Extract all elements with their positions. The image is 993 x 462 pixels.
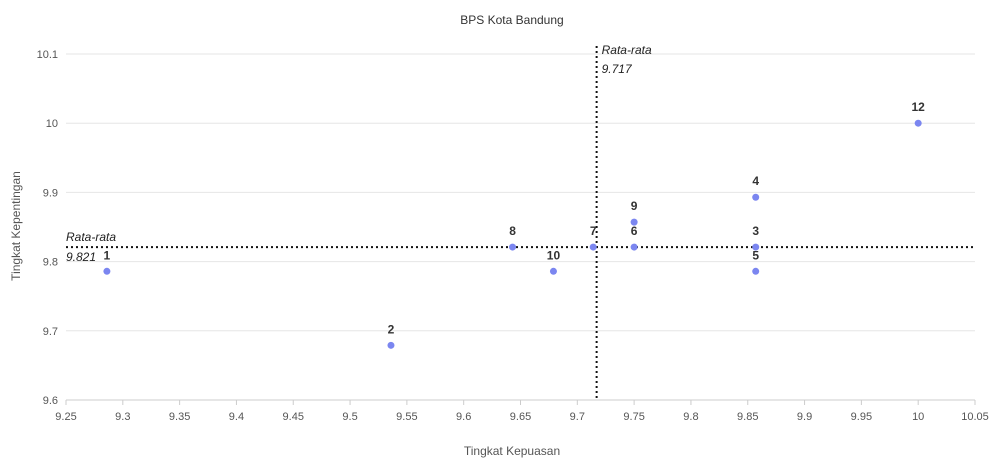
x-tick-label: 9.9	[797, 411, 812, 423]
x-tick-label: 9.4	[229, 411, 244, 423]
data-point[interactable]	[589, 243, 597, 251]
x-tick-label: 9.5	[342, 411, 357, 423]
data-point[interactable]	[914, 119, 922, 127]
data-point-label: 4	[752, 174, 759, 188]
y-tick-label: 9.9	[43, 187, 58, 199]
y-tick-label: 10.1	[37, 49, 58, 61]
data-point[interactable]	[752, 193, 760, 201]
data-point[interactable]	[103, 267, 111, 275]
data-point[interactable]	[387, 341, 395, 349]
data-point-label: 3	[752, 224, 759, 238]
x-tick-label: 9.3	[115, 411, 130, 423]
x-tick-label: 9.75	[623, 411, 644, 423]
x-tick-label: 9.25	[55, 411, 76, 423]
data-point-label: 7	[590, 224, 597, 238]
data-point[interactable]	[549, 267, 557, 275]
y-axis-ticks: 9.6 9.7 9.8 9.9 10 10.1	[37, 49, 58, 407]
x-tick-label: 9.55	[396, 411, 417, 423]
y-tick-label: 9.8	[43, 257, 58, 269]
x-axis-ticks: 9.25 9.3 9.35 9.4 9.45 9.5 9.55 9.6 9.65 9.7 9.75 9…	[55, 411, 988, 423]
x-tick-label: 9.35	[169, 411, 190, 423]
y-average-value: 9.821	[66, 250, 96, 264]
grid-lines	[65, 53, 976, 405]
data-point-label: 10	[547, 248, 561, 262]
x-tick-label: 9.7	[570, 411, 585, 423]
x-tick-label: 10.05	[961, 411, 989, 423]
x-tick-label: 9.45	[283, 411, 304, 423]
reference-lines: Rata-rata 9.717 Rata-rata 9.821	[66, 43, 975, 400]
y-tick-label: 9.7	[43, 326, 58, 338]
x-tick-label: 9.65	[510, 411, 531, 423]
x-average-value: 9.717	[602, 62, 633, 76]
chart-title: BPS Kota Bandung	[460, 13, 563, 27]
data-point[interactable]	[752, 267, 760, 275]
x-axis-title: Tingkat Kepuasan	[464, 444, 560, 458]
x-tick-label: 9.8	[683, 411, 698, 423]
data-point[interactable]	[752, 243, 760, 251]
data-point-label: 5	[752, 248, 759, 262]
y-axis-title: Tingkat Kepentingan	[9, 171, 23, 281]
x-tick-label: 10	[912, 411, 924, 423]
data-point-label: 1	[104, 248, 111, 262]
data-point-label: 8	[509, 224, 516, 238]
data-point[interactable]	[509, 243, 517, 251]
x-tick-label: 9.6	[456, 411, 471, 423]
y-tick-label: 9.6	[43, 395, 58, 407]
data-point[interactable]	[630, 218, 638, 226]
y-tick-label: 10	[46, 118, 58, 130]
x-tick-label: 9.85	[737, 411, 758, 423]
data-point-label: 12	[912, 100, 926, 114]
data-point-label: 9	[631, 199, 638, 213]
data-point-label: 2	[388, 322, 395, 336]
data-point-label: 6	[631, 224, 638, 238]
x-tick-label: 9.95	[851, 411, 872, 423]
x-average-label: Rata-rata	[602, 43, 652, 57]
y-average-label: Rata-rata	[66, 230, 116, 244]
data-point[interactable]	[630, 243, 638, 251]
